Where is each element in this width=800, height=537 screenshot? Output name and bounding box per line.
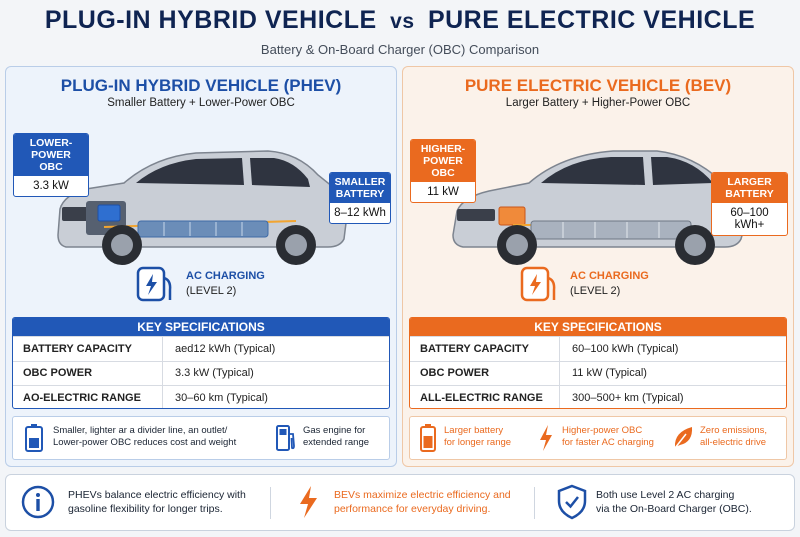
bev-note-2-line2: for faster AC charging [562, 437, 654, 448]
bev-battery-value: 60–100 kWh+ [730, 207, 769, 231]
page-subtitle: Battery & On-Board Charger (OBC) Compari… [260, 42, 540, 57]
phev-charging-line2: (LEVEL 2) [186, 285, 237, 297]
battery-icon [25, 424, 43, 452]
bev-note-1-line1: Larger battery [444, 425, 504, 436]
spec-key: ALL-ELECTRIC RANGE [410, 386, 560, 408]
lightning-icon [300, 486, 317, 518]
phev-battery-value: 8–12 kWh [334, 207, 386, 219]
bev-obc-callout-line1: HIGHER- [420, 143, 466, 155]
table-row: OBC POWER 11 kW (Typical) [410, 360, 786, 385]
shield-check-icon [557, 484, 587, 520]
title-vs: vs [390, 10, 415, 33]
spec-key: BATTERY CAPACITY [13, 337, 163, 361]
table-row: AO-ELECTRIC RANGE 30–60 km (Typical) [13, 385, 389, 408]
bev-panel: PURE ELECTRIC VEHICLE (BEV) Larger Batte… [402, 66, 794, 467]
spec-value: 300–500+ km (Typical) [572, 391, 684, 404]
spec-value: aed12 kWh (Typical) [175, 342, 276, 355]
phev-note-2: Gas engine for extended range [275, 422, 385, 456]
spec-value: 60–100 kWh (Typical) [572, 342, 679, 355]
phev-obc-callout-line2: OBC [39, 161, 63, 173]
bev-title: PURE ELECTRIC VEHICLE (BEV) [464, 76, 732, 95]
summary-item-both: Both use Level 2 AC charging via the On-… [556, 484, 788, 524]
bev-note-2: Higher-power OBC for faster AC charging [538, 422, 663, 456]
phev-obc-callout-line1: LOWER-POWER [29, 137, 73, 161]
phev-note-2-line1: Gas engine for [303, 425, 366, 436]
bev-battery-callout-line2: BATTERY [725, 188, 774, 200]
phev-panel: PLUG-IN HYBRID VEHICLE (PHEV) Smaller Ba… [5, 66, 397, 467]
phev-specs-table: KEY SPECIFICATIONS BATTERY CAPACITY aed1… [12, 317, 390, 409]
spec-value: 3.3 kW (Typical) [175, 367, 254, 380]
spec-key: OBC POWER [410, 361, 560, 385]
bev-specs-table: KEY SPECIFICATIONS BATTERY CAPACITY 60–1… [409, 317, 787, 409]
phev-charging: AC CHARGING (LEVEL 2) [134, 264, 294, 306]
bev-notes: Larger battery for longer range Higher-p… [409, 416, 787, 460]
title-right: PURE ELECTRIC VEHICLE [427, 6, 756, 34]
fuel-pump-icon [276, 425, 295, 451]
spec-key: AO-ELECTRIC RANGE [13, 386, 163, 408]
charging-plug-icon [136, 266, 172, 302]
spec-value: 11 kW (Typical) [572, 367, 647, 380]
battery-icon [420, 424, 436, 452]
phev-note-1-line2: Lower-power OBC reduces cost and weight [53, 437, 237, 448]
table-row: BATTERY CAPACITY aed12 kWh (Typical) [13, 336, 389, 361]
phev-title: PLUG-IN HYBRID VEHICLE (PHEV) [60, 76, 342, 95]
bev-obc-callout: HIGHER- POWER OBC 11 kW [410, 139, 476, 203]
divider [270, 487, 271, 519]
spec-key: OBC POWER [13, 361, 163, 385]
phev-subtitle: Smaller Battery + Lower-Power OBC [107, 97, 295, 109]
phev-obc-callout: LOWER-POWER OBC 3.3 kW [13, 133, 89, 197]
bev-charging: AC CHARGING (LEVEL 2) [518, 264, 678, 306]
phev-battery-callout: SMALLER BATTERY 8–12 kWh [329, 172, 391, 224]
bev-note-2-line1: Higher-power OBC [562, 425, 643, 436]
summary-bev-line1: BEVs maximize electric efficiency and [334, 489, 511, 501]
summary-phev-line1: PHEVs balance electric efficiency with [68, 489, 246, 501]
bev-car-illustration [452, 150, 747, 265]
bev-note-1-line2: for longer range [444, 437, 512, 448]
bev-obc-callout-line2: POWER OBC [423, 155, 463, 179]
summary-item-phev: PHEVs balance electric efficiency with g… [20, 484, 260, 524]
summary-both-line2: via the On-Board Charger (OBC). [596, 503, 752, 515]
table-row: BATTERY CAPACITY 60–100 kWh (Typical) [410, 336, 786, 361]
summary-bar: PHEVs balance electric efficiency with g… [5, 474, 795, 531]
bev-note-3: Zero emissions, all-electric drive [672, 422, 787, 456]
phev-notes: Smaller, lighter ar a divider line, an o… [12, 416, 390, 460]
leaf-icon [674, 427, 693, 449]
phev-note-1-line1: Smaller, lighter ar a divider line, an o… [53, 425, 228, 436]
spec-value: 30–60 km (Typical) [175, 391, 268, 404]
summary-phev-line2: gasoline flexibility for longer trips. [68, 503, 223, 515]
bev-specs-heading: KEY SPECIFICATIONS [410, 318, 786, 336]
phev-note-1: Smaller, lighter ar a divider line, an o… [25, 422, 265, 456]
table-row: OBC POWER 3.3 kW (Typical) [13, 360, 389, 385]
divider [534, 487, 535, 519]
phev-charging-line1: AC CHARGING [186, 270, 265, 282]
page-title: PLUG-IN HYBRID VEHICLE vs PURE ELECTRIC … [0, 6, 800, 35]
table-row: ALL-ELECTRIC RANGE 300–500+ km (Typical) [410, 385, 786, 408]
bev-note-3-line2: all-electric drive [700, 437, 766, 448]
bev-battery-callout-line1: LARGER [727, 176, 772, 188]
phev-obc-value: 3.3 kW [33, 180, 69, 192]
bev-charging-line1: AC CHARGING [570, 270, 649, 282]
bev-battery-callout: LARGER BATTERY 60–100 kWh+ [711, 172, 788, 236]
phev-car-illustration [57, 150, 348, 265]
charging-plug-icon [520, 266, 556, 302]
info-icon [21, 485, 55, 519]
title-left: PLUG-IN HYBRID VEHICLE [44, 6, 377, 34]
phev-specs-heading: KEY SPECIFICATIONS [13, 318, 389, 336]
lightning-icon [540, 425, 552, 451]
phev-battery-callout-line2: BATTERY [335, 188, 385, 200]
bev-note-1: Larger battery for longer range [420, 422, 535, 456]
summary-both-line1: Both use Level 2 AC charging [596, 489, 735, 501]
phev-battery-callout-line1: SMALLER [334, 176, 386, 188]
summary-item-bev: BEVs maximize electric efficiency and pe… [296, 484, 536, 524]
summary-bev-line2: performance for everyday driving. [334, 503, 491, 515]
phev-note-2-line2: extended range [303, 437, 370, 448]
bev-charging-line2: (LEVEL 2) [570, 285, 621, 297]
bev-obc-value: 11 kW [427, 186, 459, 198]
spec-key: BATTERY CAPACITY [410, 337, 560, 361]
bev-note-3-line1: Zero emissions, [700, 425, 768, 436]
bev-subtitle: Larger Battery + Higher-Power OBC [505, 97, 691, 109]
